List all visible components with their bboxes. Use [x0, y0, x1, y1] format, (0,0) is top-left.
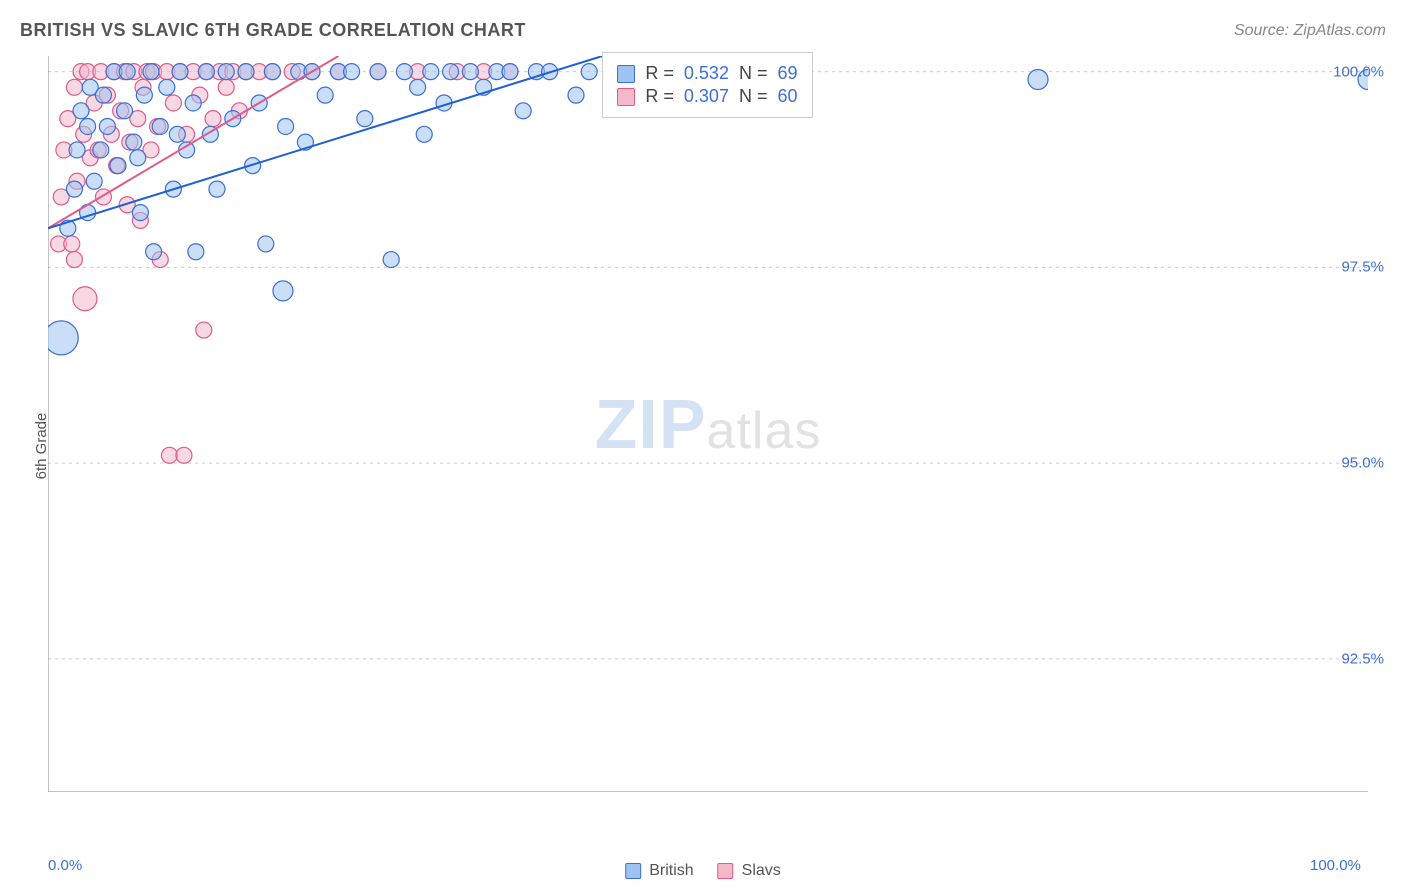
- data-point: [423, 64, 439, 80]
- data-point: [48, 321, 78, 355]
- y-tick-label: 92.5%: [1341, 650, 1384, 667]
- r-value: 0.532: [684, 63, 729, 84]
- british-swatch-icon: [625, 863, 641, 879]
- data-point: [1028, 69, 1048, 89]
- data-point: [443, 64, 459, 80]
- data-point: [357, 111, 373, 127]
- data-point: [161, 447, 177, 463]
- data-point: [317, 87, 333, 103]
- data-point: [258, 236, 274, 252]
- data-point: [93, 142, 109, 158]
- data-point: [264, 64, 280, 80]
- data-point: [198, 64, 214, 80]
- data-point: [188, 244, 204, 260]
- data-point: [396, 64, 412, 80]
- data-point: [69, 142, 85, 158]
- r-label: R =: [645, 86, 674, 107]
- data-point: [130, 150, 146, 166]
- data-point: [165, 95, 181, 111]
- data-point: [196, 322, 212, 338]
- data-point: [66, 252, 82, 268]
- slavs-swatch-icon: [718, 863, 734, 879]
- y-tick-label: 100.0%: [1333, 63, 1384, 80]
- data-point: [568, 87, 584, 103]
- data-point: [152, 118, 168, 134]
- data-point: [73, 103, 89, 119]
- x-tick-label: 0.0%: [48, 857, 82, 874]
- legend-label: British: [649, 862, 693, 880]
- data-point: [344, 64, 360, 80]
- stats-row-british: R = 0.532 N = 69: [617, 63, 797, 84]
- data-point: [95, 87, 111, 103]
- data-point: [410, 79, 426, 95]
- stats-row-slavs: R = 0.307 N = 60: [617, 86, 797, 107]
- legend-item-slavs: Slavs: [718, 862, 781, 880]
- data-point: [176, 447, 192, 463]
- data-point: [119, 64, 135, 80]
- data-point: [159, 79, 175, 95]
- data-point: [132, 205, 148, 221]
- chart-area: ZIPatlas R = 0.532 N = 69 R = 0.307 N = …: [48, 56, 1368, 792]
- x-tick-label: 100.0%: [1310, 857, 1361, 874]
- data-point: [273, 281, 293, 301]
- data-point: [136, 87, 152, 103]
- data-point: [169, 126, 185, 142]
- legend-item-british: British: [625, 862, 693, 880]
- data-point: [66, 79, 82, 95]
- data-point: [172, 64, 188, 80]
- slavs-swatch-icon: [617, 88, 635, 106]
- data-point: [143, 64, 159, 80]
- data-point: [515, 103, 531, 119]
- data-point: [66, 181, 82, 197]
- data-point: [502, 64, 518, 80]
- data-point: [146, 244, 162, 260]
- data-point: [126, 134, 142, 150]
- data-point: [218, 64, 234, 80]
- british-swatch-icon: [617, 65, 635, 83]
- data-point: [110, 158, 126, 174]
- r-label: R =: [645, 63, 674, 84]
- y-tick-label: 97.5%: [1341, 259, 1384, 276]
- data-point: [218, 79, 234, 95]
- chart-header: BRITISH VS SLAVIC 6TH GRADE CORRELATION …: [0, 0, 1406, 41]
- data-point: [383, 252, 399, 268]
- data-point: [117, 103, 133, 119]
- data-point: [278, 118, 294, 134]
- n-value: 60: [777, 86, 797, 107]
- chart-source: Source: ZipAtlas.com: [1234, 22, 1386, 40]
- n-label: N =: [739, 86, 768, 107]
- data-point: [209, 181, 225, 197]
- data-point: [185, 95, 201, 111]
- data-point: [80, 118, 96, 134]
- scatter-plot: [48, 56, 1368, 792]
- n-value: 69: [777, 63, 797, 84]
- data-point: [205, 111, 221, 127]
- data-point: [238, 64, 254, 80]
- data-point: [416, 126, 432, 142]
- data-point: [86, 173, 102, 189]
- data-point: [462, 64, 478, 80]
- r-value: 0.307: [684, 86, 729, 107]
- n-label: N =: [739, 63, 768, 84]
- data-point: [370, 64, 386, 80]
- chart-title: BRITISH VS SLAVIC 6TH GRADE CORRELATION …: [20, 20, 526, 41]
- data-point: [73, 287, 97, 311]
- y-tick-label: 95.0%: [1341, 455, 1384, 472]
- data-point: [64, 236, 80, 252]
- data-point: [99, 118, 115, 134]
- data-point: [581, 64, 597, 80]
- correlation-stats-box: R = 0.532 N = 69 R = 0.307 N = 60: [602, 52, 812, 118]
- legend-label: Slavs: [742, 862, 781, 880]
- legend: British Slavs: [625, 862, 781, 880]
